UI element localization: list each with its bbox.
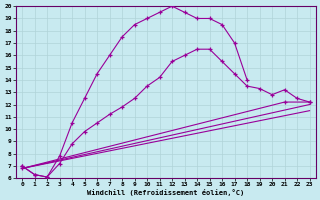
X-axis label: Windchill (Refroidissement éolien,°C): Windchill (Refroidissement éolien,°C) — [87, 189, 244, 196]
